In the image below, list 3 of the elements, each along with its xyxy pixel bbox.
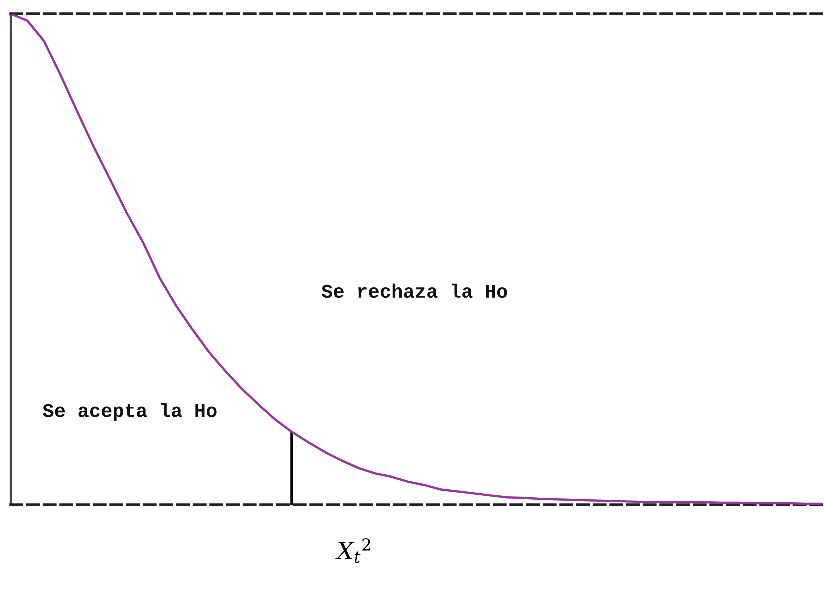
- x-axis-title: X$_{t}$$^{2}$: [336, 538, 370, 564]
- annotation: Se acepta la Ho: [43, 403, 217, 422]
- annotation: Se rechaza la Ho: [322, 284, 508, 298]
